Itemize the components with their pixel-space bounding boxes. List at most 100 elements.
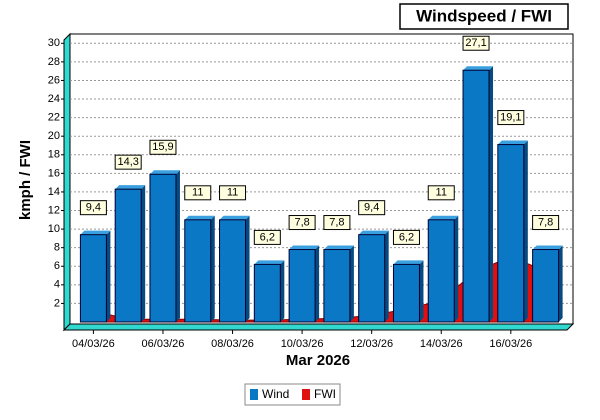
x-axis-title: Mar 2026	[286, 352, 350, 369]
left-wall	[63, 32, 71, 332]
x-tick-label: 06/03/26	[142, 338, 185, 350]
bar-top	[428, 215, 459, 220]
legend-box	[244, 383, 341, 406]
bar-side	[106, 230, 111, 322]
y-tick-label: 6	[54, 260, 60, 272]
x-tick-label: 14/03/26	[420, 338, 463, 350]
bar	[532, 249, 560, 323]
value-label-box	[79, 200, 107, 216]
y-tick-label: 24	[48, 93, 60, 105]
bar-side	[384, 230, 389, 322]
value-label-box	[358, 200, 386, 216]
bar-top	[80, 230, 111, 235]
y-tick-label: 22	[48, 112, 60, 124]
value-label-box	[323, 215, 351, 231]
legend-swatch	[302, 389, 310, 400]
y-tick-label: 16	[48, 167, 60, 179]
y-tick-label: 26	[48, 74, 60, 86]
bar	[427, 219, 455, 323]
value-label: 7,8	[538, 216, 553, 228]
x-tick-label: 16/03/26	[489, 338, 532, 350]
bar	[323, 249, 351, 323]
value-label: 9,4	[86, 202, 101, 214]
bar-top	[358, 230, 389, 235]
bar	[253, 263, 281, 323]
plot-frame	[69, 33, 574, 325]
x-tick-label: 12/03/26	[350, 338, 393, 350]
bar-side	[454, 215, 459, 322]
x-tick-label: 04/03/26	[72, 338, 115, 350]
bar	[497, 144, 525, 323]
y-tick-label: 4	[54, 279, 60, 291]
bar	[219, 219, 247, 323]
bar	[392, 263, 420, 323]
bar-side	[175, 170, 180, 322]
y-tick-label: 20	[48, 130, 60, 142]
bar	[79, 234, 107, 323]
value-label-box	[253, 229, 281, 245]
value-label: 9,4	[364, 202, 379, 214]
y-tick-label: 8	[54, 242, 60, 254]
y-tick-label: 30	[48, 37, 60, 49]
value-label: 27,1	[465, 37, 486, 49]
value-label-box	[462, 35, 490, 51]
legend-swatch	[250, 389, 258, 400]
bar-side	[349, 245, 354, 322]
value-label-box	[149, 139, 177, 155]
value-label: 14,3	[117, 156, 138, 168]
value-label: 6,2	[260, 231, 275, 243]
bar-top	[149, 170, 180, 175]
x-tick-label: 10/03/26	[281, 338, 324, 350]
value-label-box	[219, 185, 247, 201]
y-tick-label: 18	[48, 149, 60, 161]
floor	[62, 323, 575, 331]
x-tick-label: 08/03/26	[211, 338, 254, 350]
y-axis-title: kmph / FWI	[17, 140, 34, 220]
y-tick-label: 2	[54, 297, 60, 309]
bar-top	[323, 245, 354, 250]
bar-side	[419, 260, 424, 322]
value-label-box	[532, 215, 560, 231]
bar-side	[315, 245, 320, 322]
bar-side	[210, 215, 215, 322]
value-label: 11	[192, 187, 203, 199]
bar-side	[489, 66, 494, 322]
legend-label: FWI	[314, 387, 336, 401]
bar-top	[289, 245, 320, 250]
bar-side	[245, 215, 250, 322]
bar	[149, 173, 177, 323]
value-label: 19,1	[500, 111, 521, 123]
value-label-box	[427, 185, 455, 201]
y-tick-label: 12	[48, 204, 60, 216]
bar-top	[219, 215, 250, 220]
value-label: 11	[436, 187, 447, 199]
value-label-box	[288, 215, 316, 231]
bar-top	[497, 140, 528, 145]
bar	[184, 219, 212, 323]
value-label-box	[392, 229, 420, 245]
bar-side	[141, 185, 146, 322]
bar-side	[558, 245, 563, 322]
value-label-box	[184, 185, 212, 201]
bar	[358, 234, 386, 323]
bar-top	[393, 260, 424, 265]
bar-side	[523, 140, 528, 322]
bar	[462, 69, 490, 323]
y-tick-label: 28	[48, 56, 60, 68]
legend-label: Wind	[262, 387, 289, 401]
bar-top	[254, 260, 285, 265]
title-box	[399, 3, 569, 30]
bar	[114, 188, 142, 323]
value-label: 7,8	[329, 216, 344, 228]
y-tick-label: 10	[48, 223, 60, 235]
bar-top	[532, 245, 563, 250]
bar-top	[115, 185, 146, 190]
chart-title: Windspeed / FWI	[416, 6, 552, 25]
value-label: 7,8	[294, 216, 309, 228]
y-tick-label: 14	[48, 186, 60, 198]
bar-top	[463, 66, 494, 71]
bar	[288, 249, 316, 323]
value-label: 11	[227, 187, 238, 199]
value-label: 15,9	[152, 141, 173, 153]
